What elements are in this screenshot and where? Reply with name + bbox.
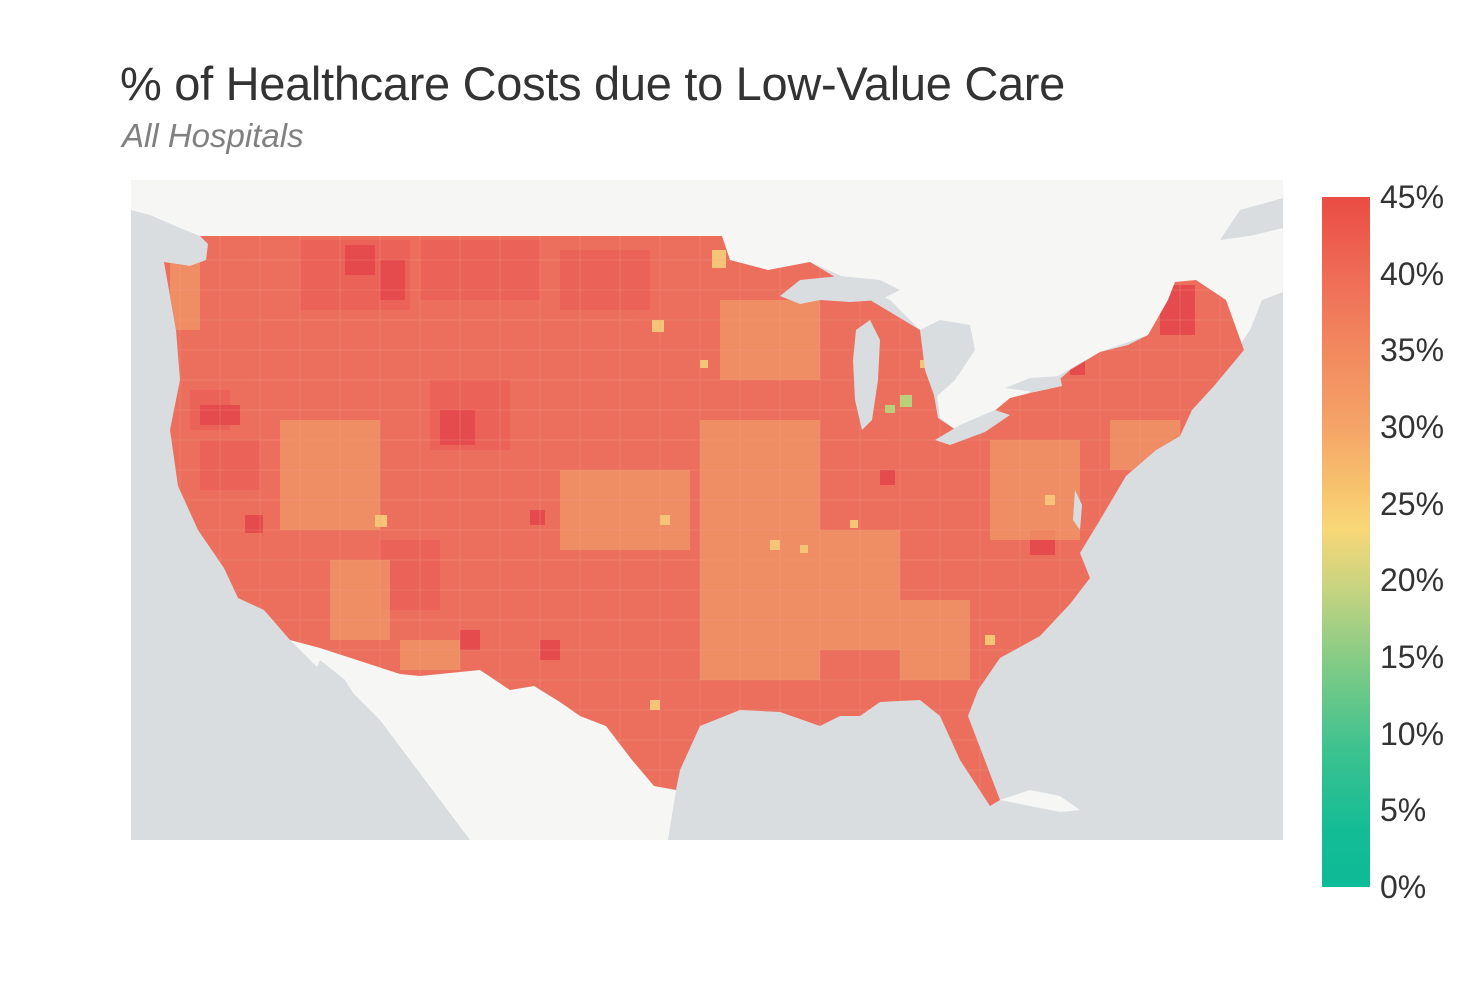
lake-superior: [780, 276, 900, 304]
colorbar-tick-45: 45%: [1380, 179, 1445, 215]
lake-erie: [935, 410, 1010, 445]
colorbar: [1322, 197, 1370, 887]
gulf-of-california: [315, 660, 420, 830]
colorbar-tick-30: 30%: [1380, 409, 1445, 445]
cuba: [1000, 790, 1080, 812]
colorbar-tick-0: 0%: [1380, 869, 1427, 905]
map-canvas: [131, 180, 1283, 840]
colorbar-tick-5: 5%: [1380, 792, 1427, 828]
colorbar-tick-10: 10%: [1380, 716, 1445, 752]
county-cells-green: [885, 395, 912, 413]
colorbar-tick-25: 25%: [1380, 486, 1445, 522]
colorbar-tick-35: 35%: [1380, 332, 1445, 368]
colorbar-tick-15: 15%: [1380, 639, 1445, 675]
lake-ontario: [1005, 376, 1062, 392]
map-title: % of Healthcare Costs due to Low-Value C…: [120, 57, 1066, 110]
chesapeake-bay: [1073, 490, 1082, 530]
choropleth-map[interactable]: [131, 180, 1283, 840]
colorbar-tick-40: 40%: [1380, 256, 1445, 292]
lake-michigan: [853, 320, 880, 430]
colorbar-tick-20: 20%: [1380, 562, 1445, 598]
mexico-landmass: [290, 640, 676, 840]
lake-huron: [920, 320, 975, 398]
map-subtitle: All Hospitals: [122, 117, 304, 154]
great-lakes: [780, 276, 1062, 445]
canada-landmass: [131, 180, 1283, 430]
